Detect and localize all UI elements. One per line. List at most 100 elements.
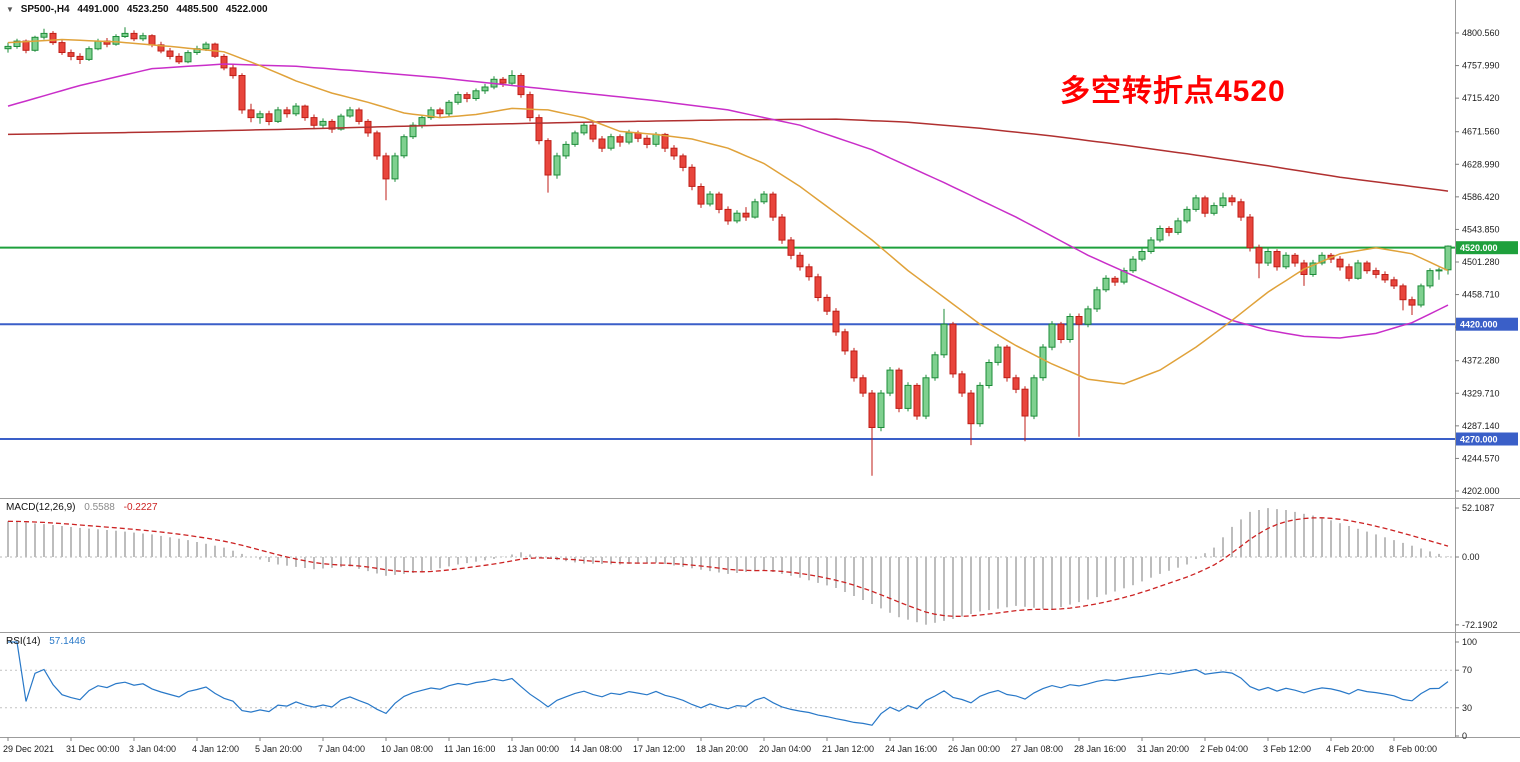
candle-body	[913, 384, 921, 417]
candle-body	[1264, 251, 1272, 264]
candle-body	[373, 132, 381, 157]
price-tick-label: 4458.710	[1462, 290, 1500, 300]
candle-body	[832, 310, 840, 333]
candle-body	[40, 32, 48, 38]
price-level-tag	[1456, 241, 1518, 255]
candle-body	[1354, 262, 1362, 279]
candle-body	[940, 323, 948, 356]
candle-body	[1066, 316, 1074, 340]
rsi-line	[8, 641, 1449, 726]
price-level-tag-label: 4520.000	[1460, 243, 1498, 253]
candlesticks[interactable]	[4, 27, 1452, 476]
candle-body	[220, 55, 228, 69]
candle-body	[1183, 208, 1191, 222]
candle-body	[1345, 266, 1353, 279]
candle-body	[778, 216, 786, 241]
price-level-tag	[1456, 317, 1518, 331]
time-tick-label: 28 Jan 16:00	[1074, 744, 1126, 754]
ma-line-mid	[7, 63, 1449, 339]
rsi-panel[interactable]: 100 70 30 0	[0, 637, 1477, 741]
macd-tick-label: 0.00	[1462, 552, 1480, 562]
candle-body	[1057, 323, 1065, 341]
candle-body	[742, 212, 750, 218]
candle-body	[1228, 197, 1236, 203]
candle-body	[1075, 316, 1083, 325]
candle-body	[1255, 247, 1263, 264]
candle-body	[895, 369, 903, 409]
time-tick-label: 7 Jan 04:00	[318, 744, 365, 754]
horizontal-levels[interactable]	[0, 246, 1455, 440]
price-tick-label: 4715.420	[1462, 93, 1500, 103]
candle-body	[1219, 197, 1227, 207]
time-axis[interactable]: 29 Dec 2021 31 Dec 00:00 3 Jan 04:00 4 Jan …	[3, 737, 1437, 755]
candle-body	[256, 113, 264, 119]
candle-body	[517, 75, 525, 96]
candle-body	[859, 377, 867, 394]
candle-body	[787, 239, 795, 256]
candle-body	[409, 124, 417, 138]
candle-body	[265, 113, 273, 123]
candle-body	[355, 109, 363, 122]
macd-main-value: 0.5588	[84, 502, 115, 513]
candle-body	[706, 193, 714, 205]
candle-body	[472, 90, 480, 100]
price-tick-label: 4372.280	[1462, 356, 1500, 366]
price-level-tag	[1456, 432, 1518, 446]
macd-panel[interactable]: 52.1087 0.00 -72.1902	[0, 503, 1498, 630]
macd-panel-label: MACD(12,26,9) 0.5588 -0.2227	[6, 502, 164, 513]
candle-body	[949, 323, 957, 375]
candle-body	[697, 186, 705, 205]
candle-body	[1363, 262, 1371, 272]
time-tick-label: 2 Feb 04:00	[1200, 744, 1248, 754]
candle-body	[643, 137, 651, 145]
candle-body	[328, 120, 336, 130]
candle-body	[1039, 346, 1047, 379]
candle-body	[1093, 289, 1101, 310]
ohlc-close: 4522.000	[225, 4, 268, 15]
candle-body	[31, 36, 39, 51]
candle-body	[22, 40, 30, 51]
candle-body	[508, 75, 516, 84]
candle-body	[580, 124, 588, 134]
candle-body	[310, 117, 318, 126]
candle-body	[760, 193, 768, 203]
time-tick-label: 24 Jan 16:00	[885, 744, 937, 754]
symbol-label: SP500-,H4	[20, 4, 70, 15]
time-tick-label: 14 Jan 08:00	[570, 744, 622, 754]
rsi-panel-label: RSI(14) 57.1446	[6, 636, 91, 647]
candle-body	[1129, 258, 1137, 272]
candle-body	[436, 109, 444, 115]
time-tick-label: 13 Jan 00:00	[507, 744, 559, 754]
candle-body	[148, 35, 156, 46]
time-tick-label: 20 Jan 04:00	[759, 744, 811, 754]
price-tick-label: 4543.850	[1462, 224, 1500, 234]
candle-body	[481, 86, 489, 92]
candle-body	[382, 155, 390, 180]
candle-body	[1201, 197, 1209, 214]
candle-body	[1336, 258, 1344, 268]
candle-body	[886, 369, 894, 394]
moving-averages	[7, 38, 1449, 385]
candle-body	[589, 124, 597, 140]
candle-body	[904, 384, 912, 409]
time-tick-label: 21 Jan 12:00	[822, 744, 874, 754]
candle-body	[616, 136, 624, 143]
candle-body	[400, 136, 408, 157]
time-tick-label: 4 Feb 20:00	[1326, 744, 1374, 754]
time-tick-label: 26 Jan 00:00	[948, 744, 1000, 754]
candle-body	[1030, 377, 1038, 417]
chevron-down-icon[interactable]: ▼	[6, 5, 14, 14]
candle-body	[571, 132, 579, 145]
candle-body	[13, 40, 21, 47]
candle-body	[1156, 228, 1164, 241]
price-tick-label: 4671.560	[1462, 127, 1500, 137]
candle-body	[1246, 216, 1254, 249]
price-axis[interactable]: 4800.560 4757.990 4715.420 4671.560 4628.990…	[1455, 28, 1518, 496]
ohlc-open: 4491.000	[77, 4, 120, 15]
candle-body	[94, 40, 102, 50]
candle-body	[1381, 274, 1389, 281]
candle-body	[58, 42, 66, 53]
candle-body	[1435, 269, 1443, 272]
time-tick-label: 10 Jan 08:00	[381, 744, 433, 754]
